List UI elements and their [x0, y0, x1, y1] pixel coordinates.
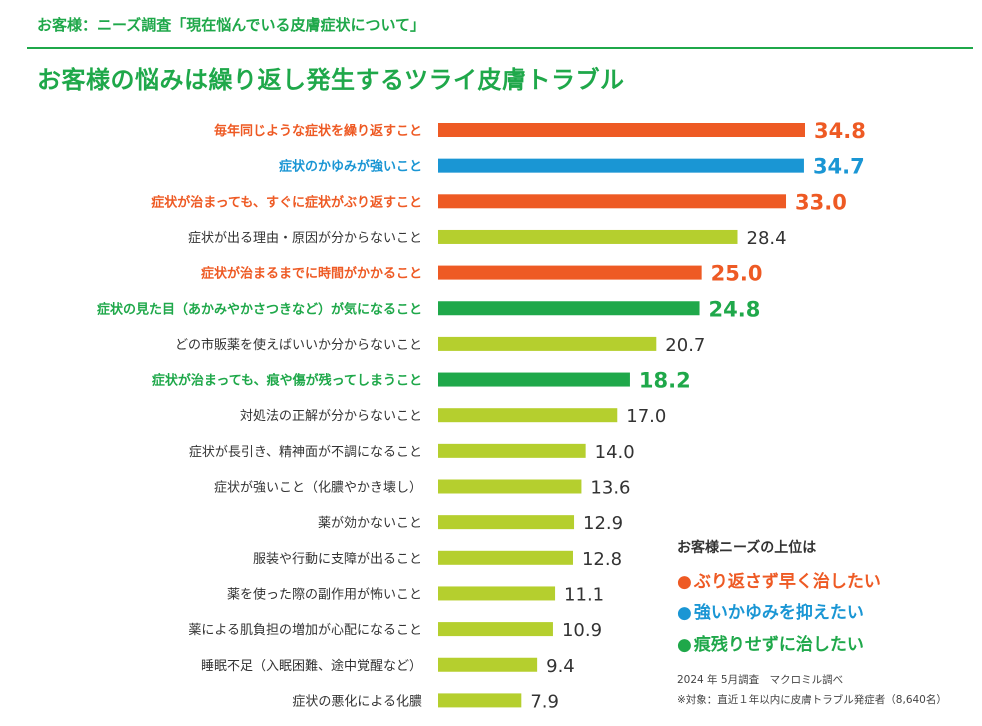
bar — [438, 265, 702, 280]
bar — [438, 372, 630, 387]
category-label: 薬による肌負担の増加が心配になること — [188, 623, 422, 638]
value-label: 18.2 — [639, 369, 691, 393]
bar — [438, 158, 804, 173]
green-dot-icon: ● — [677, 635, 692, 655]
category-label: 症状が長引き、精神面が不調になること — [189, 445, 422, 460]
page-title: お客様の悩みは繰り返し発生するツライ皮膚トラブル — [37, 66, 625, 94]
category-label: 症状が治まっても、すぐに症状がぶり返すこと — [151, 194, 422, 210]
bar — [438, 550, 573, 565]
legend-heading: お客様ニーズの上位は — [677, 540, 817, 556]
blue-dot-icon: ● — [677, 603, 692, 623]
legend-item-label: 強いかゆみを抑えたい — [693, 603, 864, 623]
legend-item-orange: ● ぶり返さず早く治したい — [677, 567, 881, 592]
category-label: 症状が治まっても、痕や傷が残ってしまうこと — [152, 373, 422, 389]
value-label: 12.8 — [582, 549, 622, 570]
survey-target-note: ※対象：直近１年以内に皮膚トラブル発症者（8,640名） — [677, 694, 947, 706]
bar — [438, 479, 582, 494]
category-label: 症状のかゆみが強いこと — [279, 159, 422, 175]
category-label: 症状が強いこと（化膿やかき壊し） — [214, 481, 422, 496]
survey-source-note: 2024 年 5月調査 マクロミル調べ — [677, 674, 844, 686]
bar — [438, 622, 553, 637]
category-label: どの市販薬を使えばいいか分からないこと — [175, 337, 422, 353]
bar — [438, 229, 738, 244]
category-label: 毎年同じような症状を繰り返すこと — [214, 123, 422, 139]
value-label: 34.7 — [813, 155, 865, 179]
legend-item-label: 痕残りせずに治したい — [693, 635, 864, 655]
bar — [438, 301, 700, 316]
orange-dot-icon: ● — [677, 572, 692, 592]
category-label: 薬が効かないこと — [318, 516, 422, 531]
header-divider — [27, 47, 973, 49]
value-label: 24.8 — [709, 297, 761, 321]
bar — [438, 586, 556, 601]
bar — [438, 194, 787, 209]
bar — [438, 408, 618, 423]
category-label: 対処法の正解が分からないこと — [240, 409, 422, 424]
value-label: 25.0 — [711, 262, 763, 286]
bar — [438, 657, 538, 672]
value-label: 7.9 — [530, 691, 559, 712]
legend-item-blue: ● 強いかゆみを抑えたい — [677, 598, 864, 623]
bar — [438, 443, 586, 458]
bar — [438, 515, 575, 530]
category-label: 薬を使った際の副作用が怖いこと — [227, 586, 422, 602]
needs-legend: お客様ニーズの上位は ● ぶり返さず早く治したい ● 強いかゆみを抑えたい ● 痕残り… — [677, 537, 881, 655]
category-label: 症状の悪化による化膿 — [292, 694, 422, 709]
category-label: 症状が出る理由・原因が分からないこと — [188, 231, 422, 246]
survey-header-label: お客様：ニーズ調査「現在悩んでいる皮膚症状について」 — [37, 16, 426, 34]
category-label: 症状が治まるまでに時間がかかること — [201, 266, 422, 282]
value-label: 12.9 — [583, 513, 623, 534]
bar — [438, 693, 522, 708]
category-label: 服装や行動に支障が出ること — [253, 552, 422, 567]
bar — [438, 123, 805, 137]
value-label: 13.6 — [590, 478, 630, 499]
category-label: 症状の見た目（あかみやかさつきなど）が気になること — [97, 301, 422, 317]
value-label: 9.4 — [546, 656, 575, 677]
value-label: 33.0 — [795, 190, 847, 214]
value-label: 20.7 — [665, 335, 705, 356]
value-label: 11.1 — [564, 584, 604, 605]
legend-item-label: ぶり返さず早く治したい — [693, 572, 881, 592]
legend-item-green: ● 痕残りせずに治したい — [677, 630, 864, 655]
value-label: 28.4 — [747, 228, 787, 249]
category-label: 睡眠不足（入眠困難、途中覚醒など） — [201, 658, 422, 674]
value-label: 14.0 — [595, 442, 635, 463]
value-label: 34.8 — [814, 119, 866, 143]
bar — [438, 336, 657, 351]
value-label: 10.9 — [562, 620, 602, 641]
value-label: 17.0 — [626, 406, 666, 427]
